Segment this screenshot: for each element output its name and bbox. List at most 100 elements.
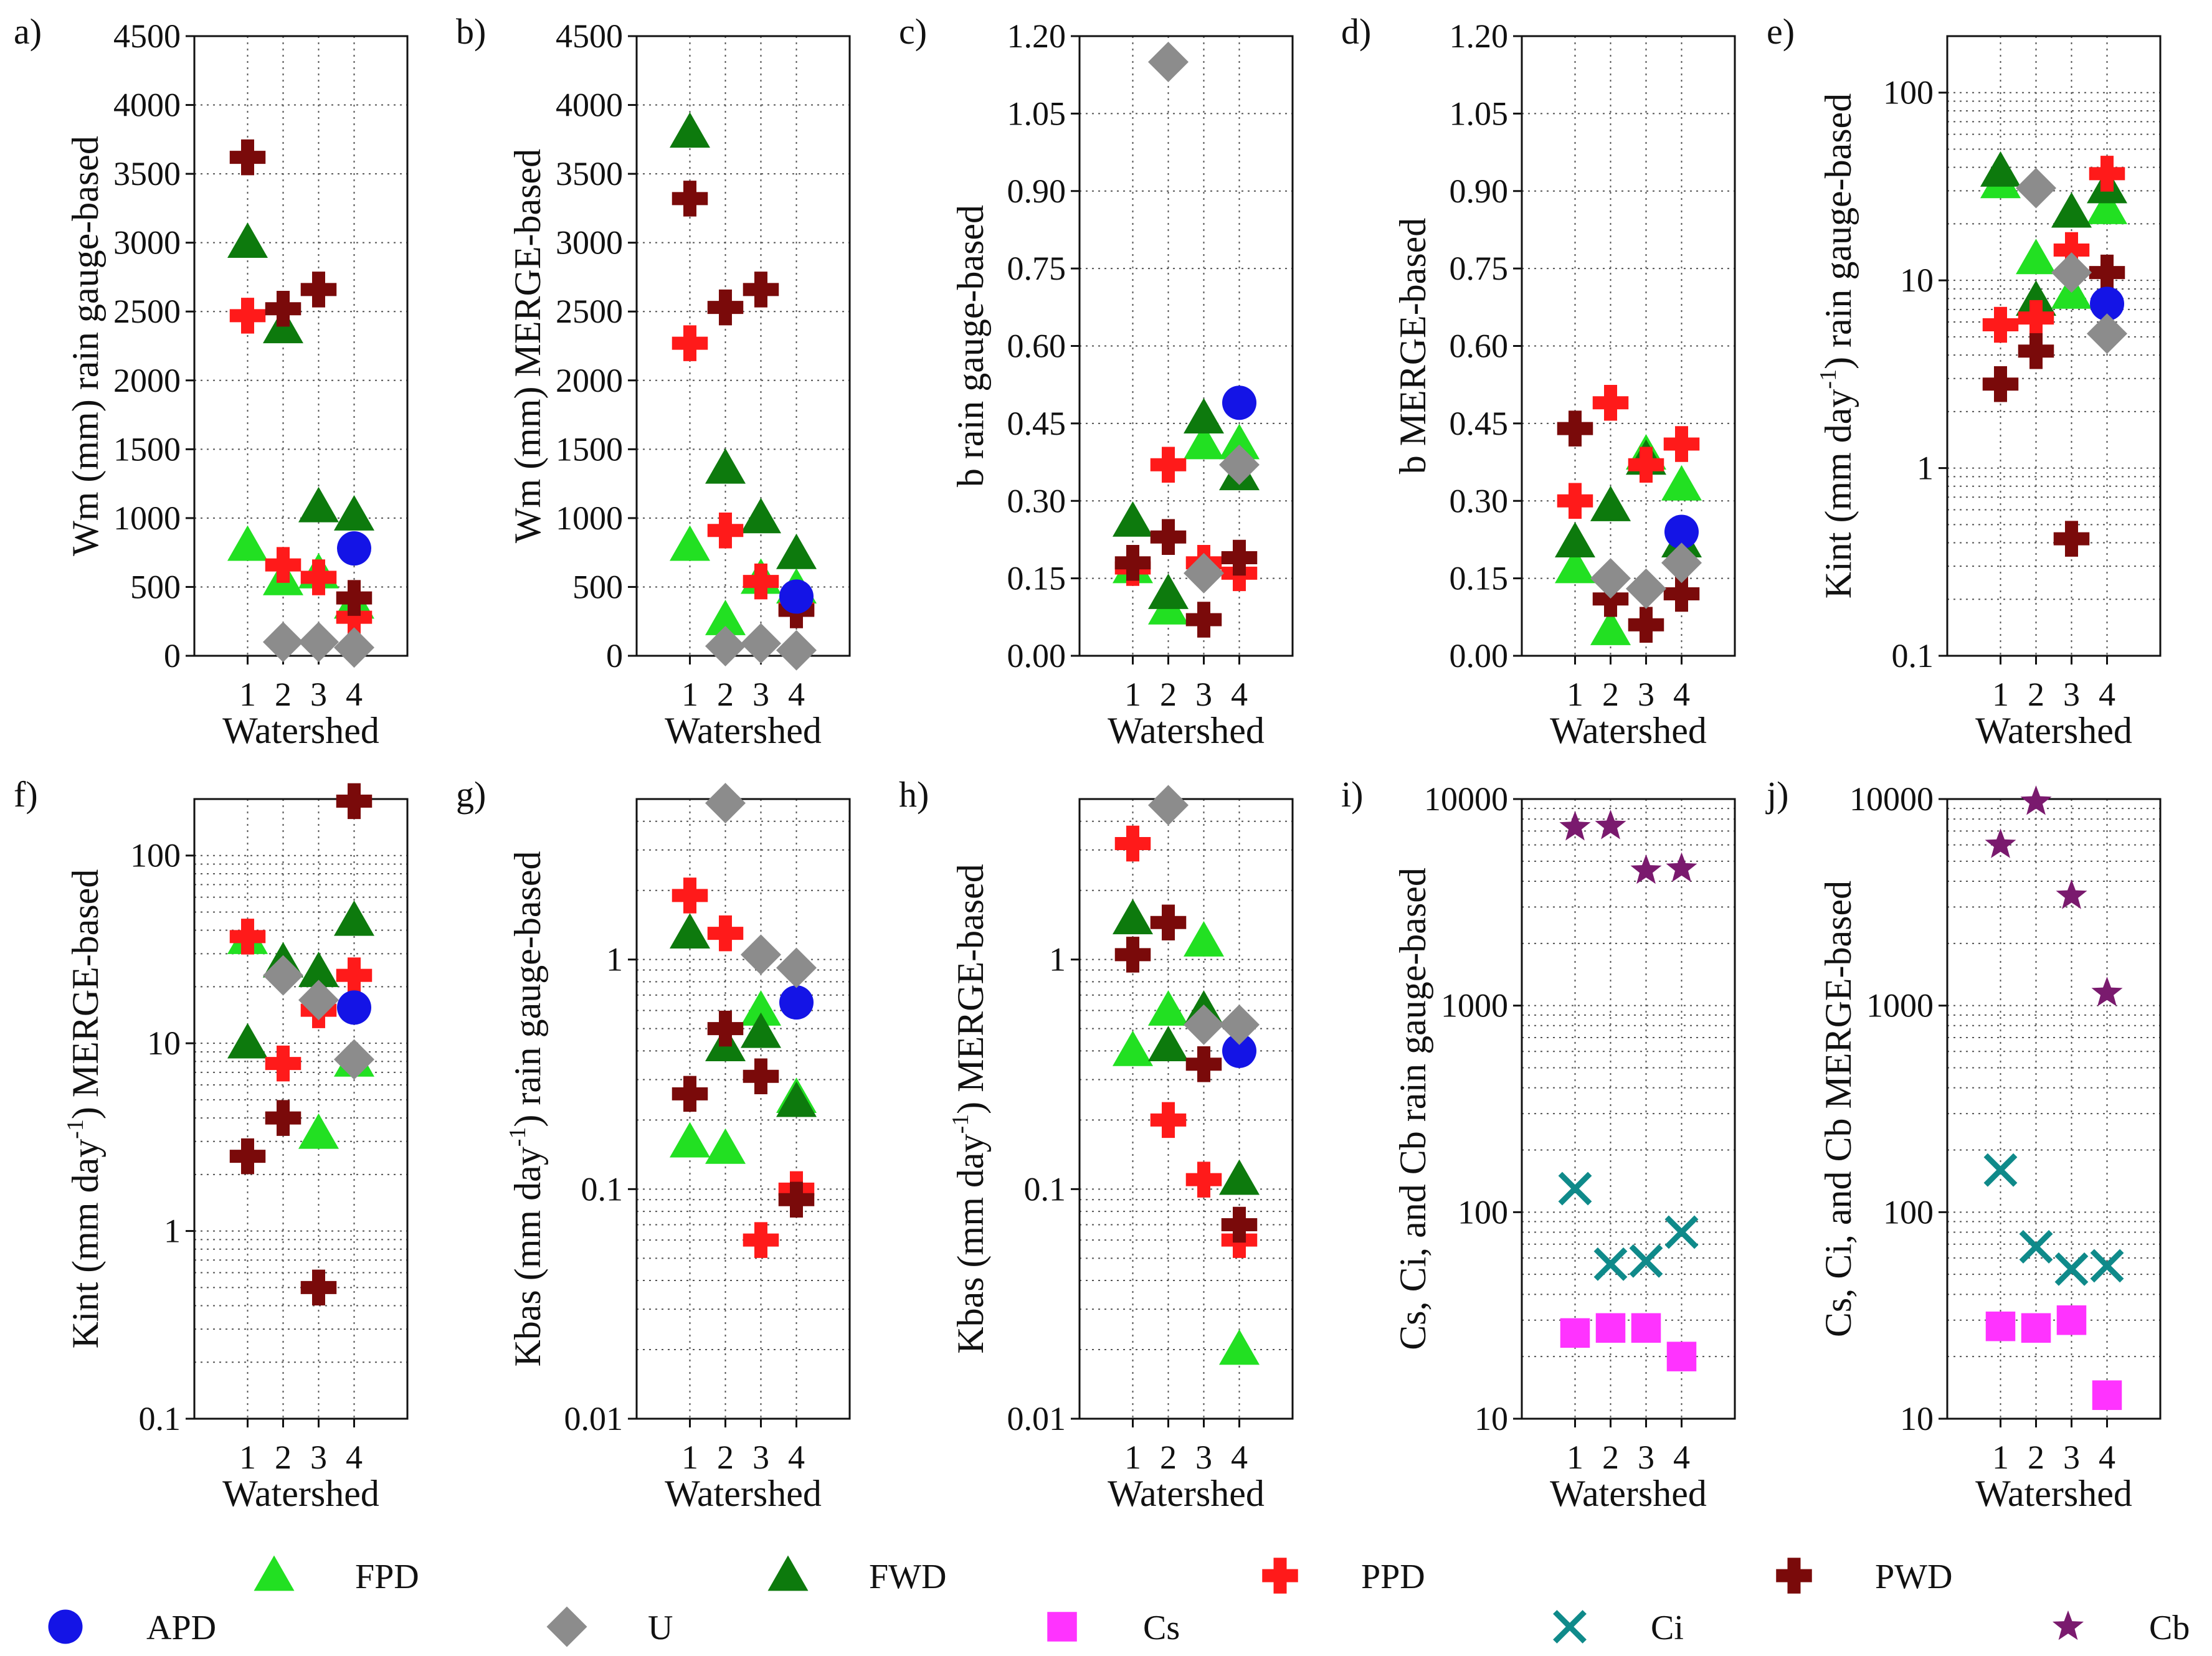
- y-tick-label: 4000: [113, 87, 181, 124]
- panel-a: 0 500 1000 1500 2000 2500 3000 3500 4000 4500 1 2 3 4…: [14, 11, 409, 751]
- data-point-cb: [1666, 852, 1697, 882]
- x-tick-label: 2: [2028, 1439, 2044, 1476]
- data-point-ppd: [707, 915, 744, 952]
- data-point-ppd: [743, 1222, 779, 1258]
- panel-letter: g): [456, 774, 486, 815]
- data-point-pwd: [1557, 410, 1593, 447]
- data-point-fpd: [1590, 610, 1631, 645]
- data-point-ci: [2019, 1229, 2053, 1264]
- x-axis-title: Watershed: [665, 1473, 822, 1514]
- x-axis-title: Watershed: [1975, 710, 2132, 751]
- x-tick-label: 2: [1602, 676, 1619, 713]
- legend-marker-pwd: [1776, 1558, 1812, 1594]
- data-point-pwd: [2053, 521, 2090, 557]
- panel-b: 0 500 1000 1500 2000 2500 3000 3500 4000 4500 1 2 3 4…: [456, 11, 851, 751]
- x-tick-label: 3: [1638, 1439, 1654, 1476]
- legend-label-apd: APD: [146, 1609, 216, 1647]
- data-point-fwd: [1219, 1159, 1260, 1195]
- data-point-fwd: [1113, 501, 1153, 537]
- data-point-cb: [1559, 811, 1591, 841]
- data-point-fwd: [740, 1012, 781, 1048]
- data-point-pwd: [2089, 254, 2125, 291]
- data-point-pwd: [743, 1058, 779, 1094]
- y-tick-label: 0.1: [139, 1400, 181, 1437]
- data-point-ppd: [672, 325, 708, 361]
- data-point-apd: [1664, 514, 1699, 549]
- x-tick-label: 1: [1992, 1439, 2009, 1476]
- y-tick-label: 1.05: [1007, 95, 1066, 132]
- legend-marker-u: [546, 1606, 587, 1647]
- x-tick-label: 1: [681, 1439, 698, 1476]
- legend-marker-apd: [48, 1609, 83, 1644]
- data-point-u: [1148, 785, 1189, 826]
- data-point-pwd: [672, 1076, 708, 1112]
- y-axis-title: Wm (mm) rain gauge-based: [65, 136, 106, 556]
- data-point-cb: [1595, 810, 1626, 840]
- x-axis-title: Watershed: [1108, 1473, 1265, 1514]
- y-tick-label: 1000: [556, 499, 623, 537]
- y-tick-label: 4500: [113, 17, 181, 55]
- y-tick-label: 10: [1900, 1400, 1934, 1437]
- x-tick-label: 4: [346, 676, 363, 713]
- data-point-u: [298, 622, 339, 663]
- panel-letter: c): [899, 11, 927, 52]
- panel-letter: b): [456, 11, 486, 52]
- legend-label-u: U: [648, 1609, 673, 1647]
- y-tick-label: 10000: [1424, 780, 1508, 818]
- y-tick-label: 10: [1474, 1400, 1508, 1437]
- panel-c: 0.00 0.15 0.30 0.45 0.60 0.75 0.90 1.05 1.20 1 2 3 4…: [899, 11, 1294, 751]
- plot-frame: [635, 35, 851, 657]
- data-point-fwd: [1980, 151, 2021, 187]
- data-point-ppd: [2018, 300, 2054, 336]
- data-point-fpd: [1148, 990, 1189, 1026]
- y-tick-label: 0.00: [1450, 637, 1509, 674]
- plot-frame: [1521, 798, 1736, 1420]
- data-point-u: [2087, 313, 2127, 354]
- y-tick-label: 1000: [1866, 987, 1934, 1024]
- y-tick-label: 0.01: [564, 1400, 624, 1437]
- x-axis-title: Watershed: [1550, 710, 1707, 751]
- data-point-fpd: [1183, 920, 1224, 957]
- x-tick-label: 4: [346, 1439, 363, 1476]
- panel-letter: e): [1767, 11, 1795, 52]
- data-point-u: [2016, 168, 2057, 209]
- x-tick-label: 1: [1567, 1439, 1583, 1476]
- data-point-ppd: [265, 547, 301, 583]
- data-point-cs: [1985, 1311, 2016, 1341]
- data-point-cs: [1595, 1313, 1626, 1343]
- data-point-u: [705, 783, 746, 824]
- data-point-fpd: [1183, 423, 1224, 460]
- y-tick-label: 1.20: [1450, 17, 1509, 55]
- data-point-apd: [2090, 286, 2124, 321]
- data-point-cs: [2092, 1380, 2122, 1410]
- y-tick-label: 3000: [113, 224, 181, 262]
- data-point-pwd: [300, 272, 337, 308]
- legend-marker-cb: [2053, 1610, 2084, 1640]
- data-point-ppd: [1150, 1102, 1187, 1138]
- legend-marker-ci: [1553, 1610, 1587, 1644]
- data-point-ppd: [336, 599, 373, 635]
- y-tick-label: 100: [1458, 1193, 1508, 1231]
- data-point-fpd: [2016, 239, 2057, 275]
- x-tick-label: 1: [1567, 676, 1583, 713]
- data-point-fwd: [2051, 192, 2092, 228]
- x-tick-label: 4: [1231, 1439, 1248, 1476]
- x-tick-label: 1: [239, 676, 256, 713]
- data-point-pwd: [672, 181, 708, 217]
- y-tick-label: 2000: [556, 362, 623, 399]
- data-point-u: [1590, 558, 1631, 599]
- x-tick-label: 1: [681, 676, 698, 713]
- x-tick-label: 2: [275, 676, 292, 713]
- x-tick-label: 3: [1638, 676, 1654, 713]
- data-point-cs: [1666, 1341, 1697, 1371]
- x-tick-label: 4: [1673, 1439, 1690, 1476]
- y-tick-label: 0.90: [1450, 173, 1509, 210]
- legend-label-cs: Cs: [1143, 1609, 1180, 1647]
- y-tick-label: 1: [164, 1213, 181, 1250]
- data-point-u: [740, 934, 781, 975]
- panel-d: 0.00 0.15 0.30 0.45 0.60 0.75 0.90 1.05 1.20 1 2 3 4…: [1341, 11, 1736, 751]
- data-point-u: [1219, 1004, 1260, 1045]
